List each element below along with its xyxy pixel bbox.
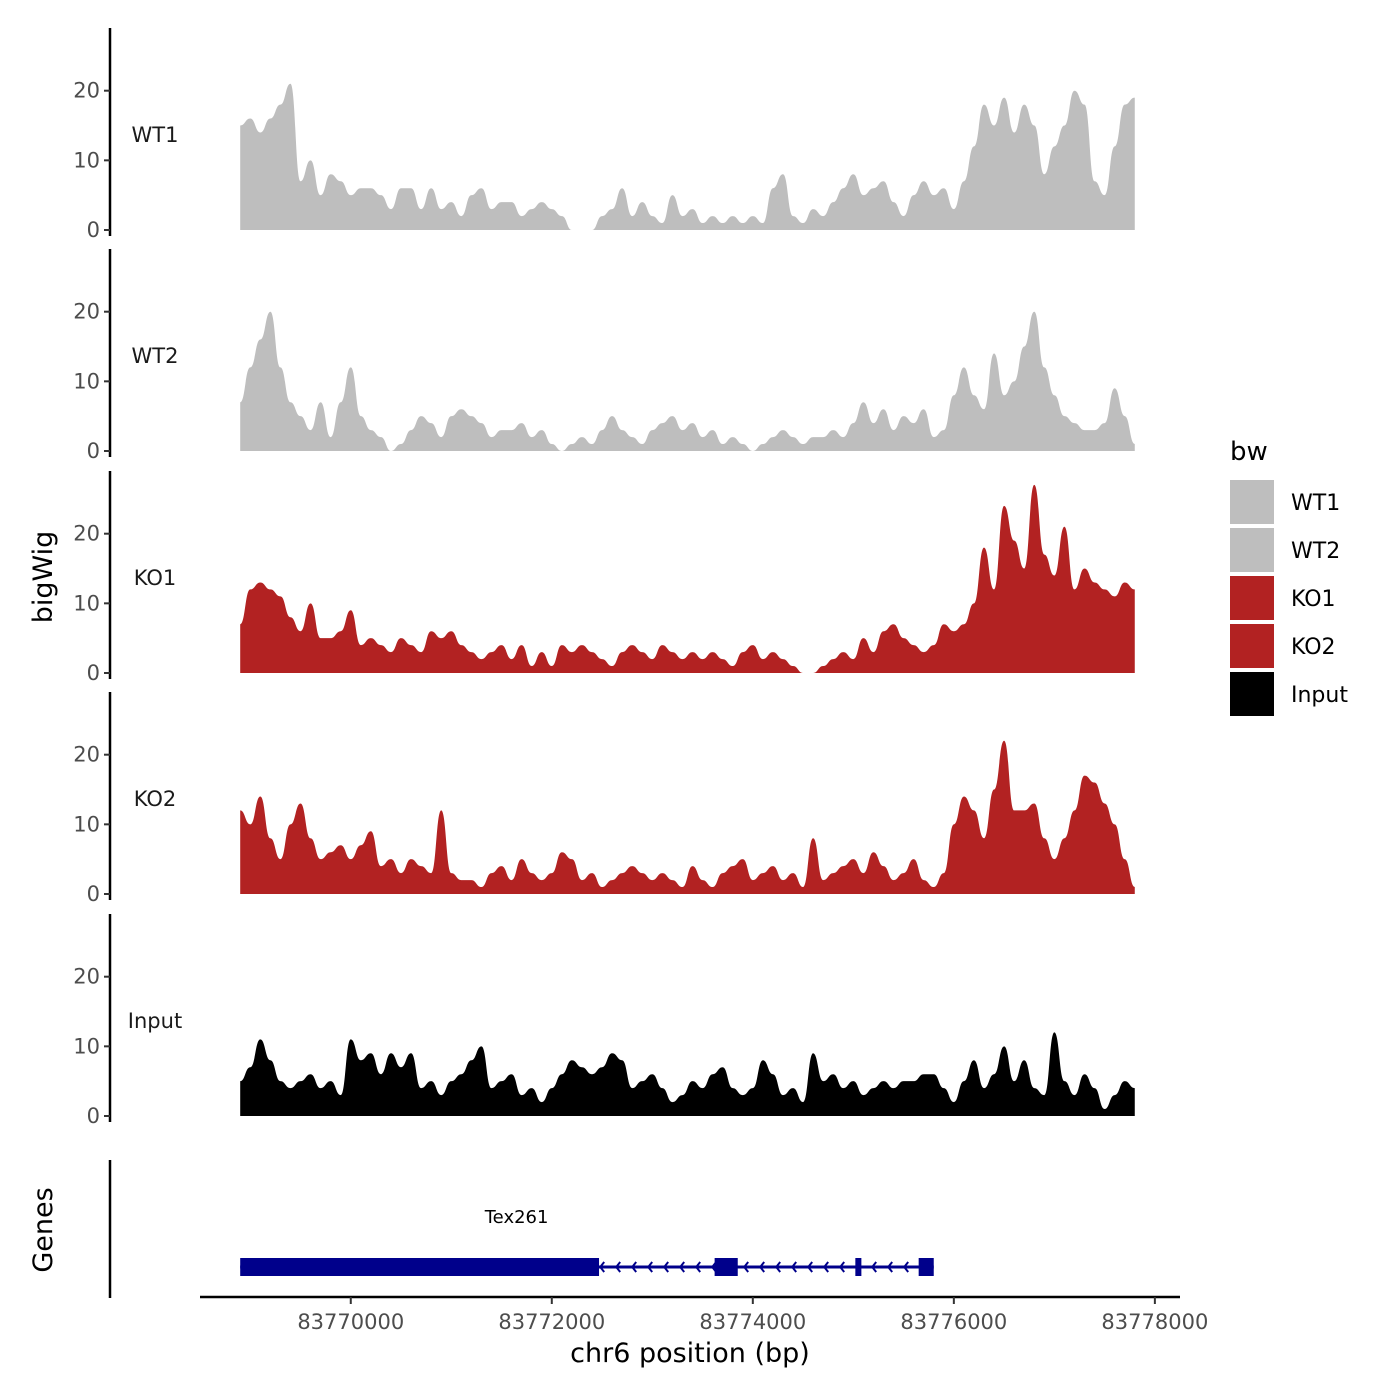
track-label: WT1: [132, 123, 179, 147]
track-input: 0 10 20 Input: [73, 914, 1135, 1128]
y-tick-label: 0: [87, 882, 100, 906]
gene-exon: [714, 1258, 738, 1276]
strand-arrow: [694, 1261, 701, 1273]
x-tick-label: 83776000: [900, 1310, 1007, 1334]
legend-label-wt2: WT2: [1291, 539, 1340, 564]
strand-arrow: [790, 1261, 797, 1273]
legend-swatch-ko1: [1230, 576, 1274, 620]
strand-arrow: [902, 1261, 909, 1273]
strand-arrow: [630, 1261, 637, 1273]
gene-exon: [855, 1258, 862, 1276]
x-axis: 83770000 83772000 83774000 83776000 83778000: [200, 1295, 1208, 1334]
x-axis-label: chr6 position (bp): [570, 1338, 810, 1369]
strand-arrow: [598, 1261, 605, 1273]
gene-tex261: Tex261: [240, 1207, 934, 1276]
legend-swatch-wt2: [1230, 528, 1274, 572]
track-label: Input: [128, 1009, 182, 1033]
area-ko1: [240, 484, 1135, 673]
track-label: KO1: [134, 566, 177, 590]
area-input: [240, 1032, 1135, 1116]
track-label: KO2: [134, 787, 177, 811]
track-wt2: 0 10 20 WT2: [73, 249, 1135, 463]
legend-label-ko2: KO2: [1291, 635, 1336, 660]
legend-label-wt1: WT1: [1291, 491, 1340, 516]
area-ko2: [240, 740, 1135, 894]
legend-label-ko1: KO1: [1291, 587, 1336, 612]
y-tick-label: 10: [73, 369, 100, 393]
strand-arrow: [870, 1261, 877, 1273]
strand-arrow: [886, 1261, 893, 1273]
y-tick-label: 20: [73, 300, 100, 324]
area-wt1: [240, 83, 1135, 230]
x-tick-label: 83770000: [297, 1310, 404, 1334]
track-ko1: 0 10 20 KO1: [73, 471, 1135, 685]
y-tick-label: 0: [87, 218, 100, 242]
strand-arrow: [662, 1261, 669, 1273]
strand-arrow: [822, 1261, 829, 1273]
x-tick-label: 83772000: [498, 1310, 605, 1334]
legend-swatch-wt1: [1230, 480, 1274, 524]
y-tick-label: 20: [73, 965, 100, 989]
gene-track-panel: Tex261: [108, 1160, 934, 1298]
strand-arrow: [806, 1261, 813, 1273]
track-wt1: 0 10 20 WT1: [73, 28, 1135, 242]
genes-axis-label: Genes: [28, 1187, 59, 1272]
strand-arrow: [614, 1261, 621, 1273]
y-tick-label: 20: [73, 743, 100, 767]
y-tick-label: 10: [73, 1034, 100, 1058]
y-tick-label: 20: [73, 79, 100, 103]
y-tick-label: 0: [87, 439, 100, 463]
legend-title: bw: [1230, 437, 1268, 467]
track-panels: 0 10 20 WT1 0 10 20 WT2 0 10 20 KO1 0 10 20 KO2 0 10 20 Inp…: [73, 28, 1135, 1128]
gene-exon: [918, 1258, 934, 1276]
x-tick-label: 83778000: [1101, 1310, 1208, 1334]
legend: bw WT1 WT2 KO1 KO2 Input: [1230, 437, 1348, 716]
strand-arrow: [774, 1261, 781, 1273]
track-label: WT2: [132, 344, 179, 368]
y-axis-label: bigWig: [28, 531, 59, 624]
strand-arrow: [646, 1261, 653, 1273]
y-tick-label: 0: [87, 661, 100, 685]
y-tick-label: 0: [87, 1104, 100, 1128]
area-wt2: [240, 311, 1135, 451]
gene-exon: [240, 1258, 600, 1276]
x-tick-label: 83774000: [699, 1310, 806, 1334]
gene-name-label: Tex261: [484, 1207, 549, 1228]
legend-swatch-input: [1230, 672, 1274, 716]
strand-arrow: [678, 1261, 685, 1273]
legend-swatch-ko2: [1230, 624, 1274, 668]
y-tick-label: 10: [73, 591, 100, 615]
y-tick-label: 20: [73, 522, 100, 546]
legend-label-input: Input: [1291, 683, 1348, 708]
y-tick-label: 10: [73, 148, 100, 172]
track-ko2: 0 10 20 KO2: [73, 692, 1135, 906]
y-tick-label: 10: [73, 812, 100, 836]
strand-arrow: [742, 1261, 749, 1273]
strand-arrow: [758, 1261, 765, 1273]
strand-arrow: [838, 1261, 845, 1273]
